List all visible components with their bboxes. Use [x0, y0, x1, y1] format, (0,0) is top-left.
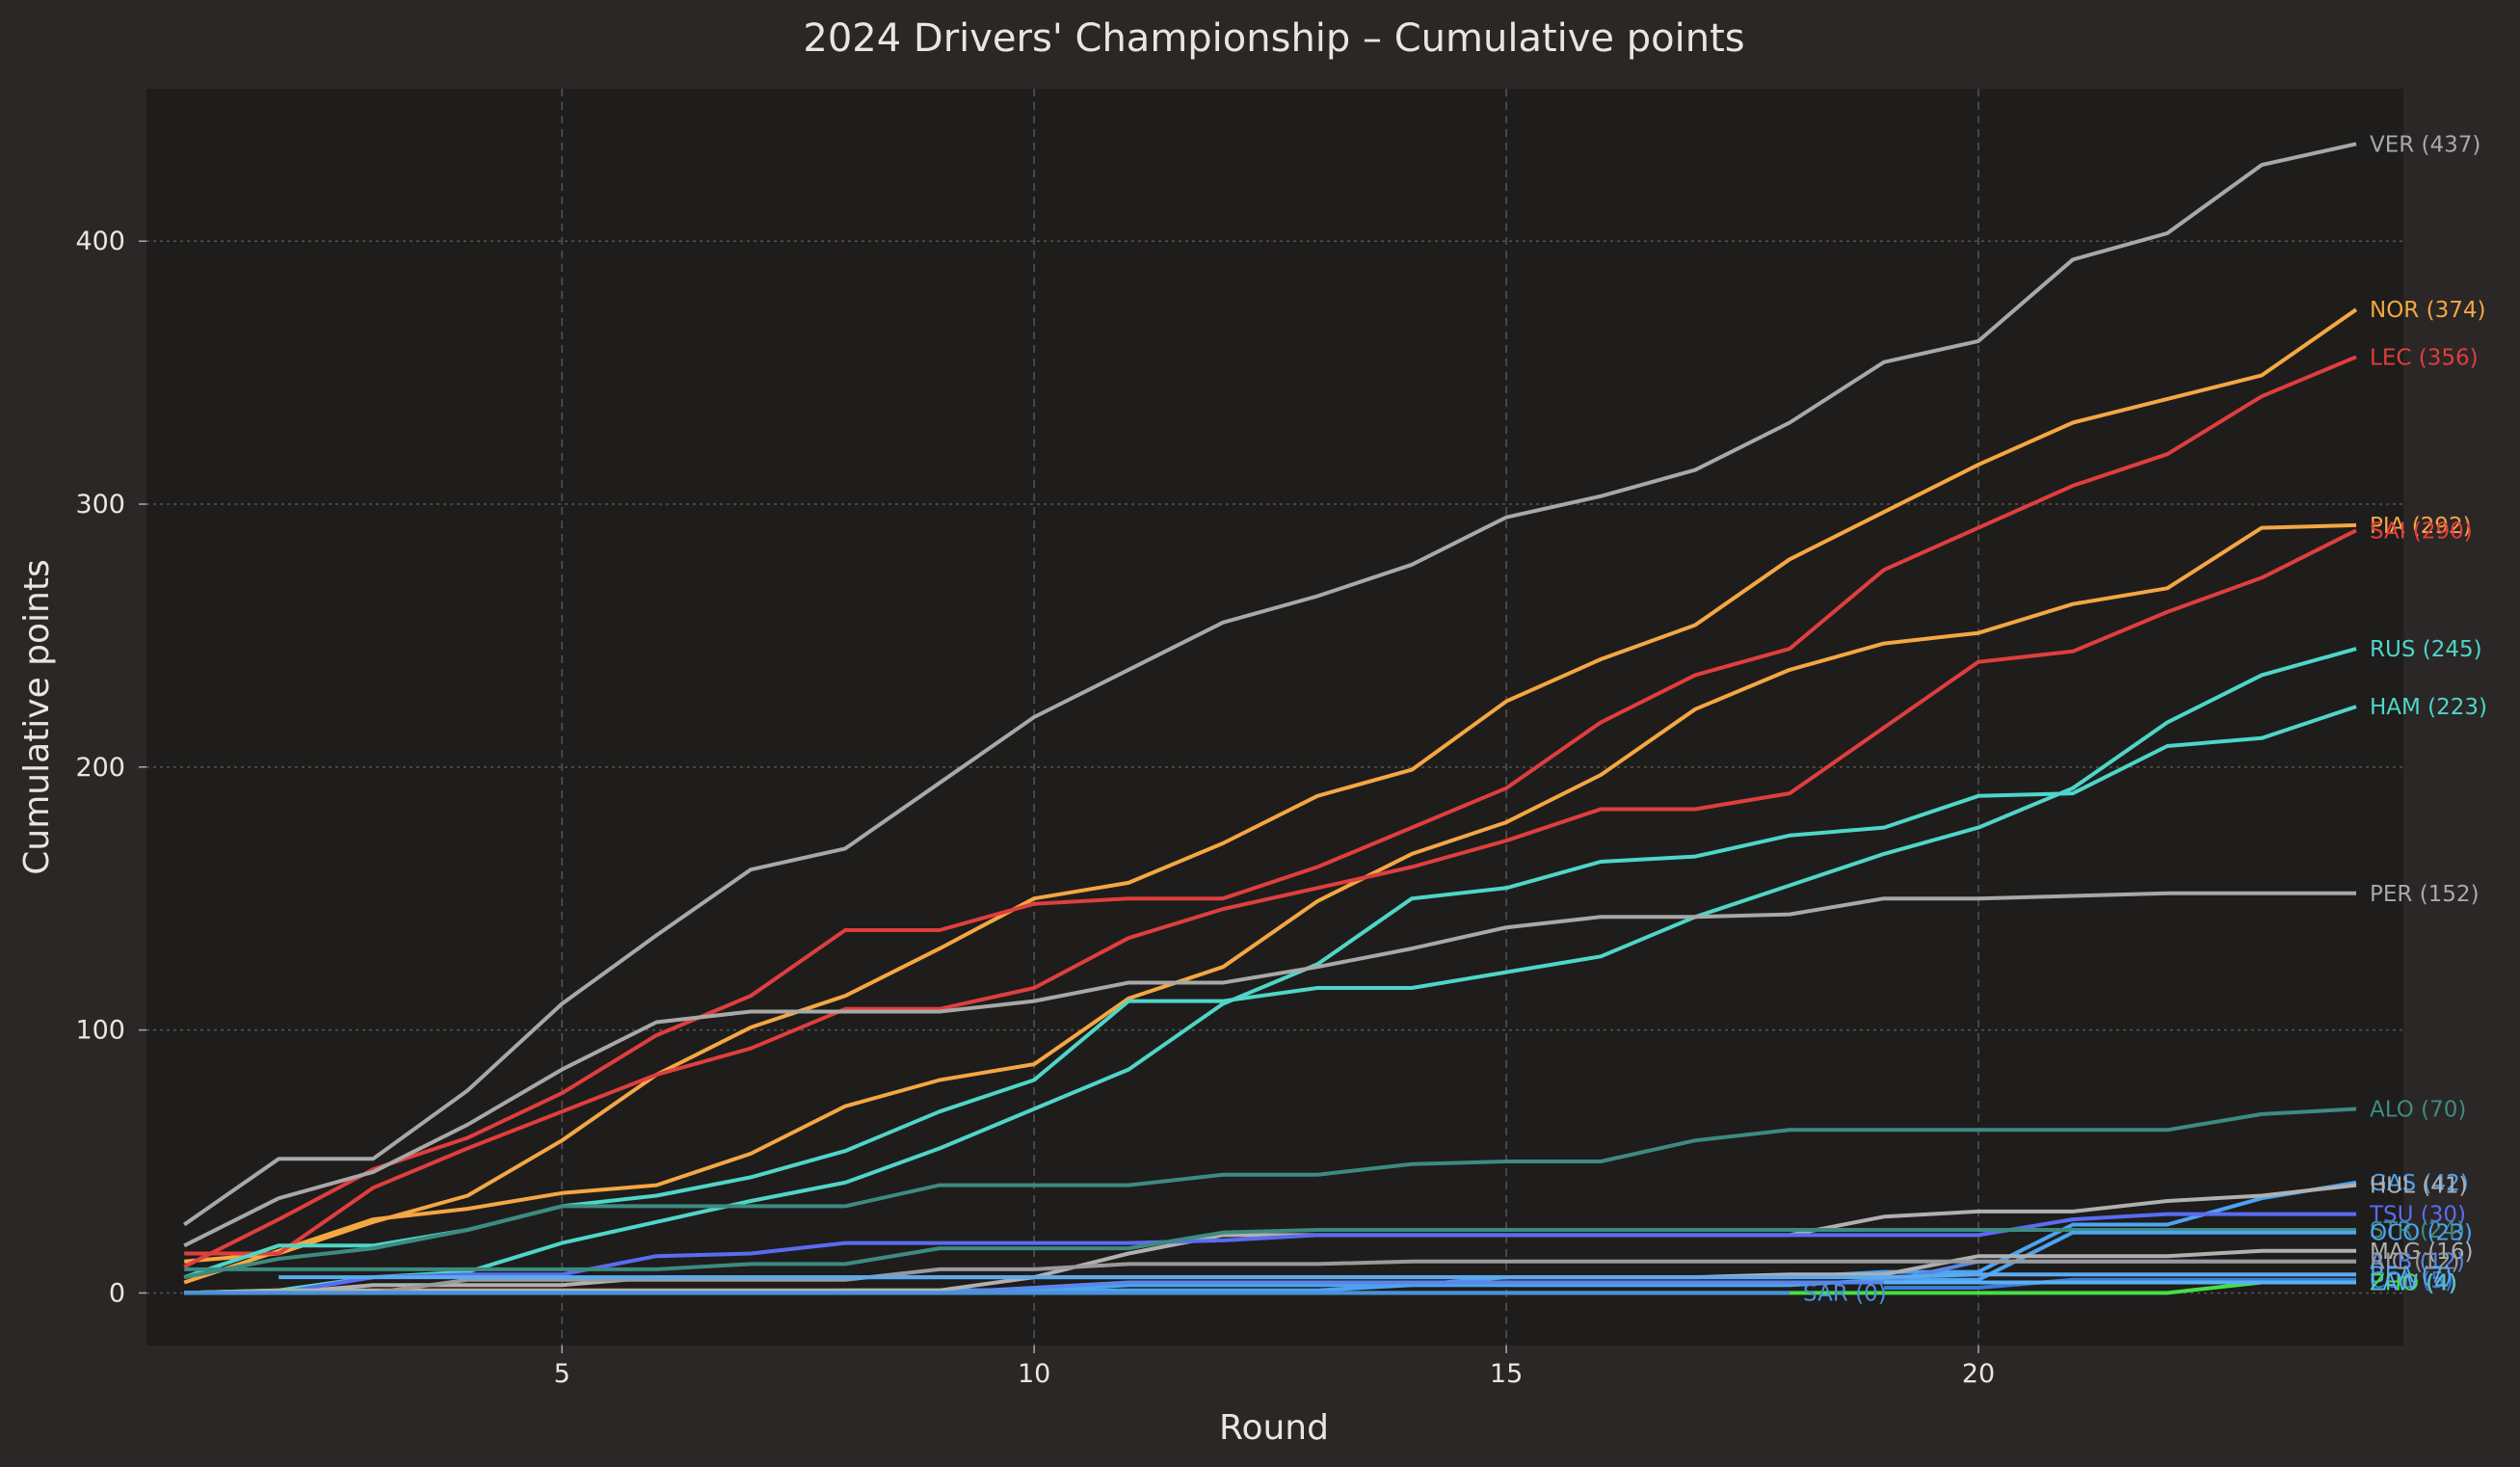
series-end-label: SAI (290): [2370, 519, 2473, 544]
x-tick-label: 10: [1018, 1359, 1050, 1389]
series-line-7: [183, 891, 2356, 1248]
x-tick-label: 15: [1490, 1359, 1523, 1389]
series-line-16: [184, 1259, 2356, 1295]
series-line-2: [183, 355, 2357, 1268]
y-axis-label: Cumulative points: [17, 559, 57, 874]
series-end-label: LAW (4): [2370, 1271, 2456, 1296]
x-tick-label: 5: [554, 1359, 570, 1389]
series-end-label: ZHO (4): [2370, 1271, 2457, 1296]
series-end-labels: VER (437) NOR (374) LEC (356) PIA (292)SAI …: [1803, 132, 2487, 1306]
series-end-label: ALO (70): [2370, 1097, 2466, 1122]
series-end-label: COL (5): [2370, 1268, 2454, 1294]
series-end-label: GAS (42): [2370, 1171, 2469, 1196]
series-end-label: HUL (41): [2370, 1174, 2467, 1199]
series-end-label: NOR (374): [2370, 298, 2485, 323]
y-tick-label: 400: [75, 227, 125, 256]
series-line-6: [184, 705, 2357, 1295]
series-line-18: [279, 1272, 2356, 1280]
series-line-11: [184, 1212, 2356, 1295]
series-end-label: BEA (7): [2370, 1263, 2453, 1288]
series-end-label: STR (24): [2370, 1218, 2465, 1243]
series-lines: [183, 142, 2358, 1295]
series-line-10: [184, 1183, 2357, 1295]
series-end-label: RUS (245): [2370, 637, 2482, 662]
series-line-4: [184, 528, 2357, 1256]
series-line-8: [183, 1107, 2357, 1280]
y-tick-label: 200: [75, 753, 125, 783]
series-end-label: TSU (30): [2369, 1203, 2466, 1228]
series-line-3: [183, 522, 2357, 1285]
series-end-label: OCO (23): [2370, 1221, 2473, 1246]
x-axis-label: Round: [1219, 1408, 1329, 1448]
series-end-label: RIC (12): [2370, 1250, 2459, 1275]
series-end-label: SAR (0): [1803, 1281, 1887, 1306]
y-tick-label: 0: [109, 1278, 125, 1308]
series-line-17: [1884, 1277, 2356, 1290]
series-line-12: [184, 1228, 2356, 1271]
y-tick-label: 300: [75, 490, 125, 520]
y-tick-label: 100: [75, 1016, 125, 1046]
series-end-label: MAG (16): [2370, 1240, 2474, 1265]
series-line-1: [184, 307, 2358, 1264]
series-end-label: ALB (12): [2370, 1250, 2465, 1275]
plot-area: [146, 89, 2403, 1346]
series-end-label: HAM (223): [2370, 695, 2487, 720]
series-end-label: VER (437): [2370, 132, 2480, 157]
series-end-label: PIA (292): [2370, 514, 2472, 539]
series-end-label: LEC (356): [2370, 345, 2479, 370]
series-end-label: PER (152): [2370, 882, 2480, 907]
series-line-0: [183, 142, 2357, 1227]
x-tick-label: 20: [1962, 1359, 1995, 1389]
chart-title: 2024 Drivers' Championship – Cumulative …: [803, 16, 1744, 61]
